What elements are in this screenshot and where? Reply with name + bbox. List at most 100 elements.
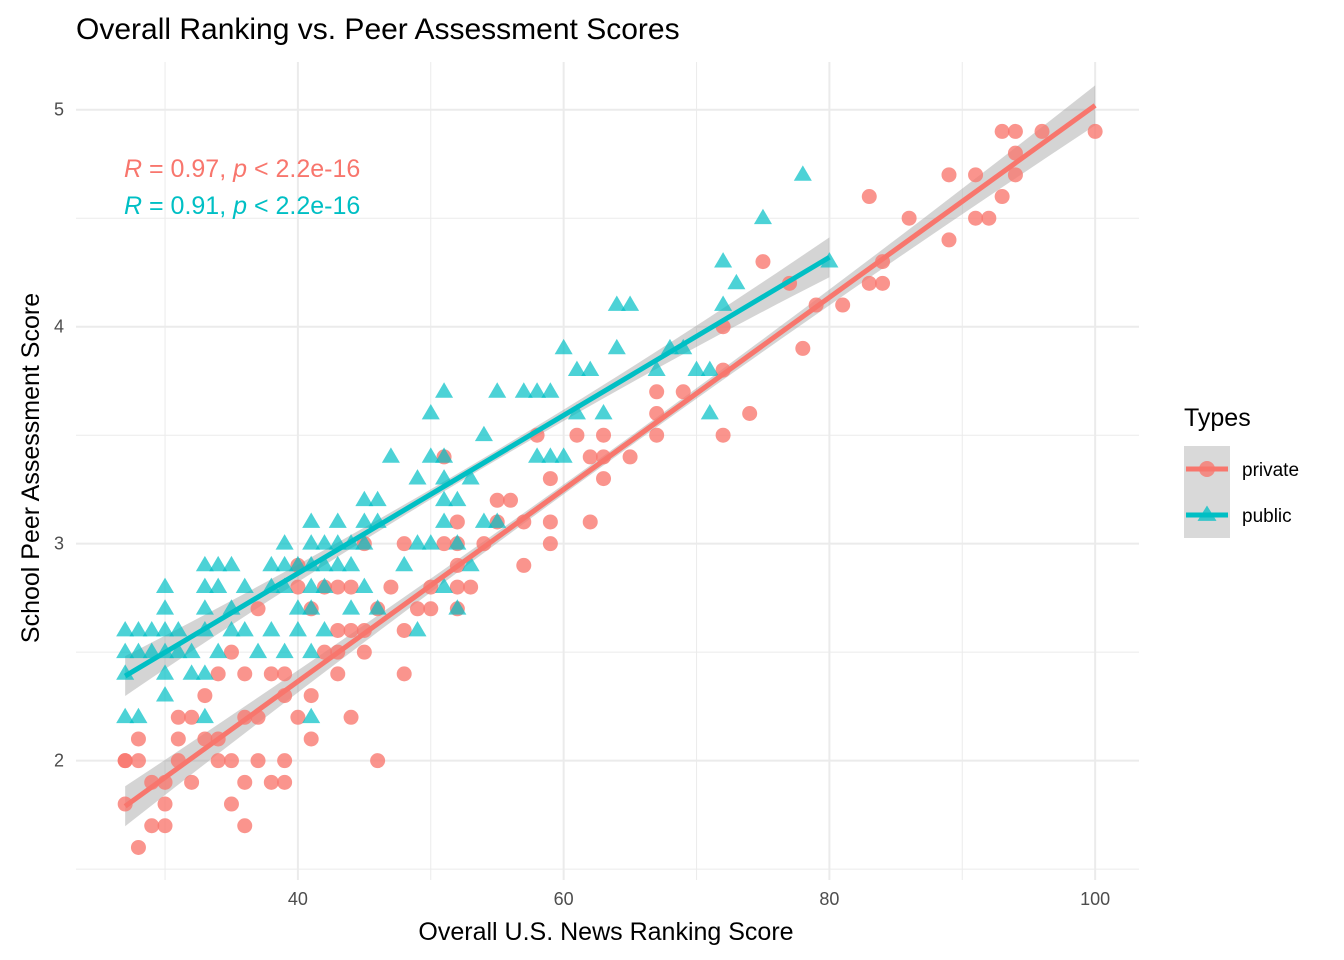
point-private <box>223 644 239 660</box>
point-private <box>290 709 306 725</box>
x-tick-label: 40 <box>288 889 308 909</box>
point-public <box>209 577 228 593</box>
point-public <box>328 555 347 572</box>
point-public <box>182 664 201 680</box>
point-private <box>184 709 200 725</box>
point-public <box>727 273 746 290</box>
point-public <box>235 620 254 637</box>
point-private <box>290 579 306 595</box>
point-private <box>237 818 253 834</box>
point-public <box>435 490 454 507</box>
point-private <box>316 644 332 660</box>
point-private <box>237 774 253 790</box>
point-public <box>408 620 427 637</box>
point-public <box>448 534 467 550</box>
x-tick-label: 100 <box>1080 889 1110 909</box>
point-private <box>795 340 811 356</box>
point-private <box>130 753 146 769</box>
point-private <box>449 579 465 595</box>
point-public <box>355 490 374 507</box>
annotation-private: R = 0.97, p < 2.2e-16 <box>124 155 360 183</box>
point-private <box>569 427 585 443</box>
y-tick-label: 4 <box>54 317 64 337</box>
point-private <box>742 406 758 422</box>
point-private <box>157 796 173 812</box>
point-private <box>861 189 877 205</box>
point-public <box>195 577 214 593</box>
legend-label-public: public <box>1242 506 1292 527</box>
point-public <box>195 555 214 572</box>
point-public <box>461 555 480 572</box>
point-private <box>1007 167 1023 183</box>
point-public <box>302 599 321 615</box>
point-public <box>528 382 547 398</box>
x-axis-title: Overall U.S. News Ranking Score <box>418 918 793 946</box>
point-public <box>156 664 175 680</box>
point-private <box>250 753 266 769</box>
point-public <box>342 555 361 572</box>
point-private <box>649 427 665 443</box>
point-private <box>994 123 1010 139</box>
point-private <box>503 492 519 508</box>
point-private <box>941 232 957 248</box>
point-public <box>209 555 228 572</box>
point-public <box>554 447 573 463</box>
point-public <box>607 295 626 311</box>
point-private <box>303 731 319 747</box>
point-private <box>582 514 598 530</box>
point-public <box>700 404 719 420</box>
point-public <box>275 534 294 550</box>
point-public <box>249 642 268 659</box>
point-private <box>436 536 452 552</box>
point-public <box>288 555 307 572</box>
point-private <box>343 622 359 638</box>
point-public <box>355 512 374 528</box>
legend: Types private public <box>1184 404 1299 538</box>
point-private <box>184 774 200 790</box>
point-public <box>753 208 772 225</box>
point-public <box>328 512 347 528</box>
point-public <box>381 447 400 463</box>
x-tick-label: 80 <box>819 889 839 909</box>
point-public <box>129 620 148 637</box>
point-public <box>302 534 321 550</box>
point-public <box>541 382 560 398</box>
point-public <box>275 642 294 659</box>
point-public <box>488 512 507 528</box>
point-public <box>514 382 533 398</box>
point-public <box>368 490 387 507</box>
point-public <box>156 577 175 593</box>
point-public <box>116 620 135 637</box>
point-private <box>303 688 319 704</box>
point-private <box>649 384 665 400</box>
point-public <box>142 642 161 659</box>
point-public <box>567 404 586 420</box>
point-private <box>1087 123 1103 139</box>
point-public <box>342 599 361 615</box>
point-public <box>275 577 294 593</box>
point-public <box>235 577 254 593</box>
point-private <box>210 753 226 769</box>
point-public <box>488 382 507 398</box>
point-private <box>356 644 372 660</box>
point-public <box>315 555 334 572</box>
point-private <box>250 601 266 617</box>
point-public <box>421 404 440 420</box>
point-private <box>223 796 239 812</box>
point-public <box>528 447 547 463</box>
point-public <box>142 620 161 637</box>
point-public <box>302 642 321 659</box>
point-public <box>156 599 175 615</box>
point-public <box>448 599 467 615</box>
point-private <box>210 666 226 682</box>
y-axis-title: School Peer Assessment Score <box>17 293 45 643</box>
point-public <box>474 425 493 442</box>
point-public <box>195 707 214 724</box>
chart-title: Overall Ranking vs. Peer Assessment Scor… <box>76 13 680 46</box>
legend-title: Types <box>1184 404 1251 432</box>
point-private <box>755 254 771 270</box>
point-public <box>607 338 626 355</box>
point-public <box>129 707 148 724</box>
point-private <box>277 774 293 790</box>
legend-label-private: private <box>1242 460 1299 481</box>
